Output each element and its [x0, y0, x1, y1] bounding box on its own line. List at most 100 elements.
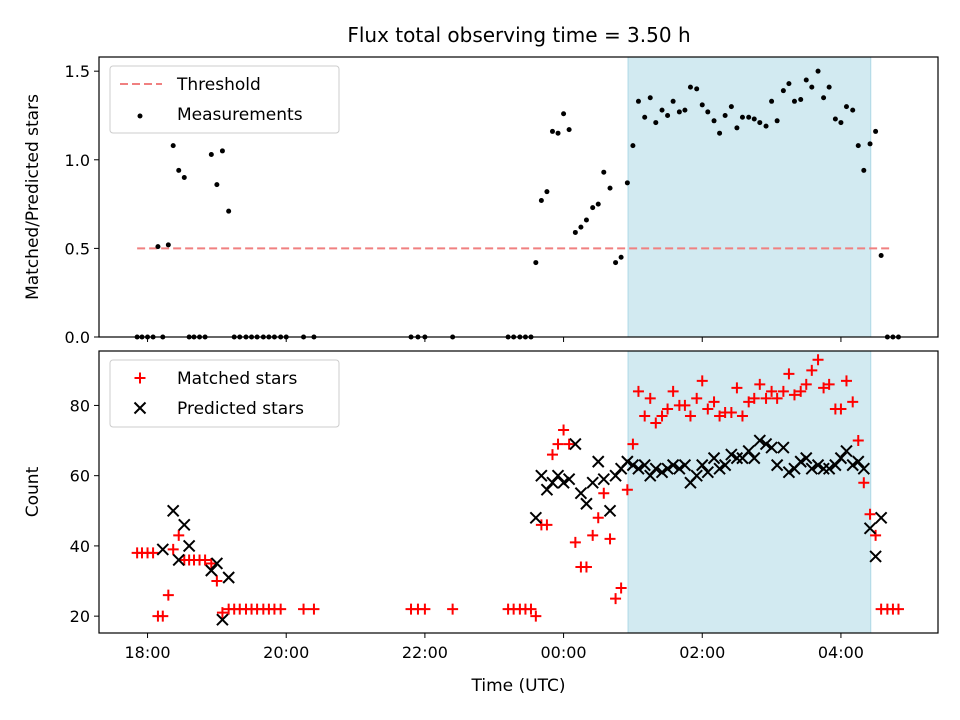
predicted-star-marker	[742, 444, 755, 458]
predicted-star-marker	[632, 462, 645, 475]
measurement-point	[618, 254, 624, 260]
predicted-star-marker	[782, 465, 796, 479]
legend-matched-swatch	[134, 372, 146, 384]
matched-star-marker	[702, 403, 714, 415]
x-tick-label: 00:00	[541, 643, 587, 662]
measurement-point	[590, 205, 596, 211]
matched-star-marker	[211, 575, 223, 587]
matched-star-marker	[604, 533, 616, 545]
measurement-point	[549, 128, 555, 134]
legend-measurement-swatch	[137, 113, 143, 119]
matched-star-marker	[580, 561, 592, 573]
predicted-star-marker	[156, 543, 169, 556]
measurement-point	[786, 81, 792, 87]
measurement-point	[665, 112, 671, 118]
predicted-star-marker	[603, 504, 617, 517]
matched-star-marker	[552, 438, 564, 450]
measurement-point	[176, 167, 182, 173]
measurement-point	[791, 98, 797, 104]
matched-star-marker	[870, 529, 882, 541]
matched-star-marker	[627, 438, 639, 450]
matched-star-marker	[766, 385, 778, 397]
predicted-star-marker	[874, 511, 888, 525]
axes-frame	[98, 350, 939, 634]
measurement-point	[635, 98, 641, 104]
observing-interval-shade	[627, 56, 872, 338]
x-tick-label: 02:00	[679, 643, 725, 662]
y-axis-label: Count	[23, 466, 43, 517]
predicted-star-marker	[569, 437, 582, 451]
matched-star-marker	[610, 593, 622, 605]
measurement-point	[613, 260, 619, 266]
predicted-star-marker	[649, 462, 662, 475]
predicted-star-marker	[805, 462, 819, 475]
predicted-star-marker	[800, 451, 813, 465]
matched-star-marker	[852, 435, 864, 447]
measurement-point	[165, 242, 171, 248]
measurement-point	[728, 104, 734, 110]
matched-star-marker	[199, 554, 211, 566]
matched-star-marker	[725, 406, 737, 418]
y-tick-label: 40	[70, 537, 90, 556]
measurement-point	[746, 114, 752, 120]
measurement-point	[583, 217, 589, 223]
measurement-point	[572, 229, 578, 235]
measurement-point	[717, 130, 723, 136]
y-tick-label: 20	[70, 607, 90, 626]
predicted-star-marker	[846, 458, 859, 472]
measurement-point	[798, 97, 804, 103]
predicted-star-marker	[730, 451, 744, 465]
predicted-star-marker	[869, 550, 882, 563]
matched-star-marker	[864, 508, 876, 520]
predicted-star-marker	[540, 483, 554, 496]
matched-star-marker	[650, 417, 662, 429]
predicted-star-marker	[713, 462, 726, 475]
predicted-star-marker	[696, 458, 709, 472]
matched-star-marker	[788, 389, 800, 401]
matched-star-marker	[639, 410, 651, 422]
y-tick-label: 0.0	[65, 328, 90, 347]
measurement-point	[676, 109, 682, 115]
matched-star-marker	[823, 378, 835, 390]
measurement-point	[561, 111, 567, 117]
matched-star-marker	[546, 449, 558, 461]
measurement-point	[815, 68, 821, 74]
predicted-star-marker	[621, 455, 634, 468]
predicted-star-marker	[852, 455, 865, 468]
matched-star-marker	[736, 410, 748, 422]
axes-frame	[98, 56, 939, 338]
matched-star-marker	[754, 378, 766, 390]
measurement-point	[780, 88, 786, 94]
legend: Matched stars Predicted stars	[109, 359, 340, 428]
matched-star-marker	[173, 529, 185, 541]
predicted-star-marker	[580, 497, 593, 510]
legend-label: Matched stars	[177, 369, 297, 389]
matched-star-marker	[818, 382, 830, 394]
matched-star-marker	[892, 603, 904, 615]
predicted-star-marker	[748, 451, 761, 465]
measurement-point	[734, 125, 740, 131]
matched-star-marker	[795, 385, 807, 397]
measurement-point	[751, 116, 757, 122]
legend: Threshold Measurements	[109, 65, 340, 134]
y-axis-label: Matched/Predicted stars	[23, 94, 43, 300]
measurement-point	[555, 130, 561, 136]
measurement-point	[595, 201, 601, 207]
predicted-star-marker	[178, 518, 191, 532]
measurement-point	[155, 244, 161, 250]
predicted-star-marker	[644, 469, 657, 482]
predicted-star-marker	[829, 458, 842, 472]
predicted-star-marker	[638, 458, 651, 472]
measurement-point	[826, 84, 832, 90]
matched-star-marker	[800, 378, 812, 390]
measurement-point	[226, 208, 232, 214]
matched-star-marker	[275, 603, 287, 615]
predicted-star-marker	[172, 553, 185, 567]
y-tick-label: 60	[70, 467, 90, 486]
matched-star-marker	[541, 519, 553, 531]
matched-star-marker	[783, 368, 795, 380]
measurement-point	[566, 127, 572, 133]
predicted-star-marker	[863, 522, 877, 535]
measurement-point	[809, 84, 815, 90]
